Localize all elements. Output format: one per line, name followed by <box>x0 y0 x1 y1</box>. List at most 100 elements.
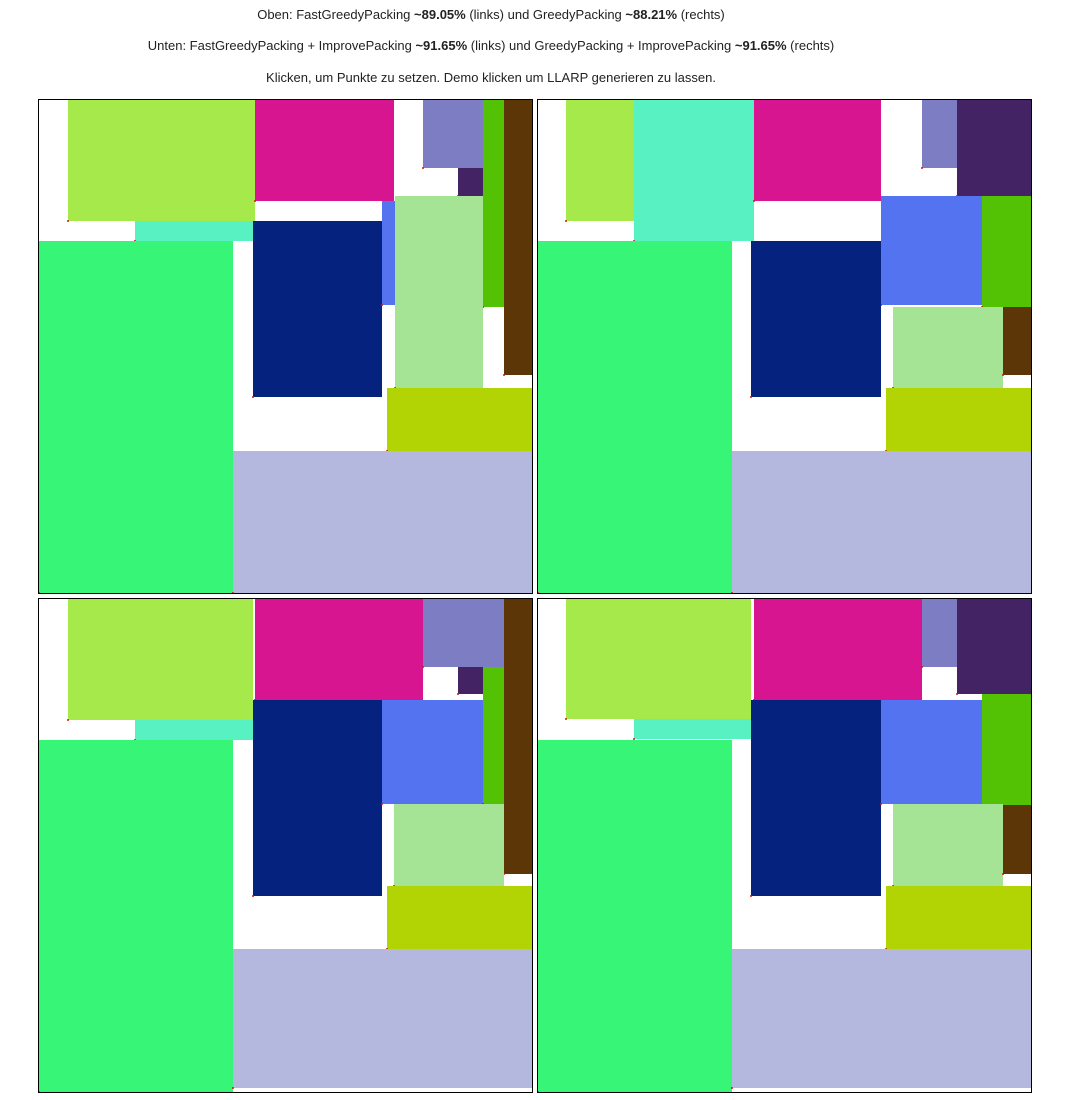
packed-rect-olive <box>387 886 532 949</box>
packed-rect-green <box>483 100 504 307</box>
packed-rect-lavender <box>423 100 483 168</box>
fast-greedy-improve-percentage: ~91.65% <box>415 38 468 53</box>
packed-rect-darkpurple <box>957 100 1031 196</box>
anchor-point <box>750 396 752 398</box>
anchor-point <box>381 304 383 306</box>
anchor-point <box>1002 374 1004 376</box>
packed-rect-olive <box>886 886 1031 949</box>
packed-rect-olive <box>886 388 1031 451</box>
result-line-bottom: Unten: FastGreedyPacking + ImprovePackin… <box>0 38 982 53</box>
packed-rect-navy <box>253 700 382 896</box>
packed-rect-lavender <box>922 100 957 168</box>
anchor-point <box>503 873 505 875</box>
anchor-point <box>503 374 505 376</box>
panel-greedy[interactable] <box>537 99 1032 594</box>
anchor-point <box>731 592 733 593</box>
anchor-point <box>880 803 882 805</box>
packed-rect-mint <box>634 100 754 241</box>
packed-rect-lime <box>68 599 253 720</box>
packed-rect-periwinkle <box>233 949 532 1088</box>
anchor-point <box>753 200 755 202</box>
anchor-point <box>39 1091 40 1092</box>
anchor-point <box>457 693 459 695</box>
greedy-percentage: ~88.21% <box>625 7 678 22</box>
packed-rect-brown <box>1003 805 1031 874</box>
packed-rect-mint <box>634 719 751 739</box>
packed-rect-green <box>483 667 504 804</box>
anchor-point <box>565 718 567 720</box>
packed-rect-blue <box>382 201 395 305</box>
packed-rect-periwinkle <box>732 451 1031 593</box>
packed-rect-brown <box>504 100 532 375</box>
packed-rect-lime <box>566 100 634 221</box>
packed-rect-blue <box>881 700 982 804</box>
anchor-point <box>39 592 40 593</box>
line-top-suffix: (rechts) <box>677 7 725 22</box>
instructions-text: Klicken, um Punkte zu setzen. Demo klick… <box>266 70 716 85</box>
packed-rect-mint <box>135 221 254 241</box>
packed-rect-lavender <box>922 599 957 667</box>
anchor-point <box>252 396 254 398</box>
packed-rect-spring <box>538 740 732 1092</box>
packed-rect-spring <box>39 740 233 1092</box>
packed-rect-olive <box>387 388 532 451</box>
anchor-point <box>422 666 424 668</box>
anchor-point <box>731 1087 733 1089</box>
anchor-point <box>232 592 234 593</box>
packed-rect-mint <box>135 720 253 740</box>
anchor-point <box>252 895 254 897</box>
packed-rect-magenta <box>754 100 881 201</box>
packed-rect-lightgreen <box>395 196 483 388</box>
packed-rect-navy <box>751 700 881 896</box>
anchor-point <box>254 200 256 202</box>
anchor-point <box>538 1091 539 1092</box>
packed-rect-navy <box>751 241 881 397</box>
packed-rect-darkpurple <box>458 667 483 694</box>
line-bottom-middle: (links) und GreedyPacking + ImprovePacki… <box>467 38 735 53</box>
anchor-point <box>538 592 539 593</box>
packed-rect-green <box>982 694 1031 805</box>
packed-rect-periwinkle <box>732 949 1031 1088</box>
packed-rect-brown <box>1003 307 1031 375</box>
packed-rect-brown <box>504 599 532 874</box>
packed-rect-blue <box>382 700 483 804</box>
packed-rect-navy <box>253 221 382 397</box>
panel-fast-greedy-improve[interactable] <box>38 598 533 1093</box>
packed-rect-darkpurple <box>458 168 483 196</box>
anchor-point <box>232 1087 234 1089</box>
line-top-middle: (links) und GreedyPacking <box>465 7 626 22</box>
anchor-point <box>750 895 752 897</box>
packed-rect-magenta <box>255 100 394 201</box>
greedy-improve-percentage: ~91.65% <box>734 38 787 53</box>
packed-rect-lime <box>68 100 255 221</box>
line-bottom-suffix: (rechts) <box>786 38 835 53</box>
packed-rect-lime <box>566 599 751 719</box>
packed-rect-lightgreen <box>394 804 504 886</box>
anchor-point <box>482 306 484 308</box>
anchor-point <box>921 167 923 169</box>
packed-rect-lavender <box>423 599 504 667</box>
fast-greedy-percentage: ~89.05% <box>414 7 466 22</box>
anchor-point <box>381 803 383 805</box>
anchor-point <box>67 220 69 222</box>
line-top-prefix: Oben: FastGreedyPacking <box>257 7 415 22</box>
packed-rect-spring <box>538 241 732 593</box>
panel-fast-greedy[interactable] <box>38 99 533 594</box>
anchor-point <box>956 693 958 695</box>
packed-rect-magenta <box>255 599 423 700</box>
anchor-point <box>633 738 635 740</box>
packed-rect-darkpurple <box>957 599 1031 694</box>
anchor-point <box>67 719 69 721</box>
panel-greedy-improve[interactable] <box>537 598 1032 1093</box>
packed-rect-spring <box>39 241 233 593</box>
packed-rect-periwinkle <box>233 451 532 593</box>
anchor-point <box>880 304 882 306</box>
line-bottom-prefix: Unten: FastGreedyPacking + ImprovePackin… <box>147 38 416 53</box>
result-line-top: Oben: FastGreedyPacking ~89.05% (links) … <box>0 7 982 22</box>
anchor-point <box>422 167 424 169</box>
packed-rect-green <box>982 196 1031 307</box>
anchor-point <box>565 220 567 222</box>
packed-rect-lightgreen <box>893 307 1003 388</box>
anchor-point <box>921 666 923 668</box>
packed-rect-lightgreen <box>893 804 1003 886</box>
